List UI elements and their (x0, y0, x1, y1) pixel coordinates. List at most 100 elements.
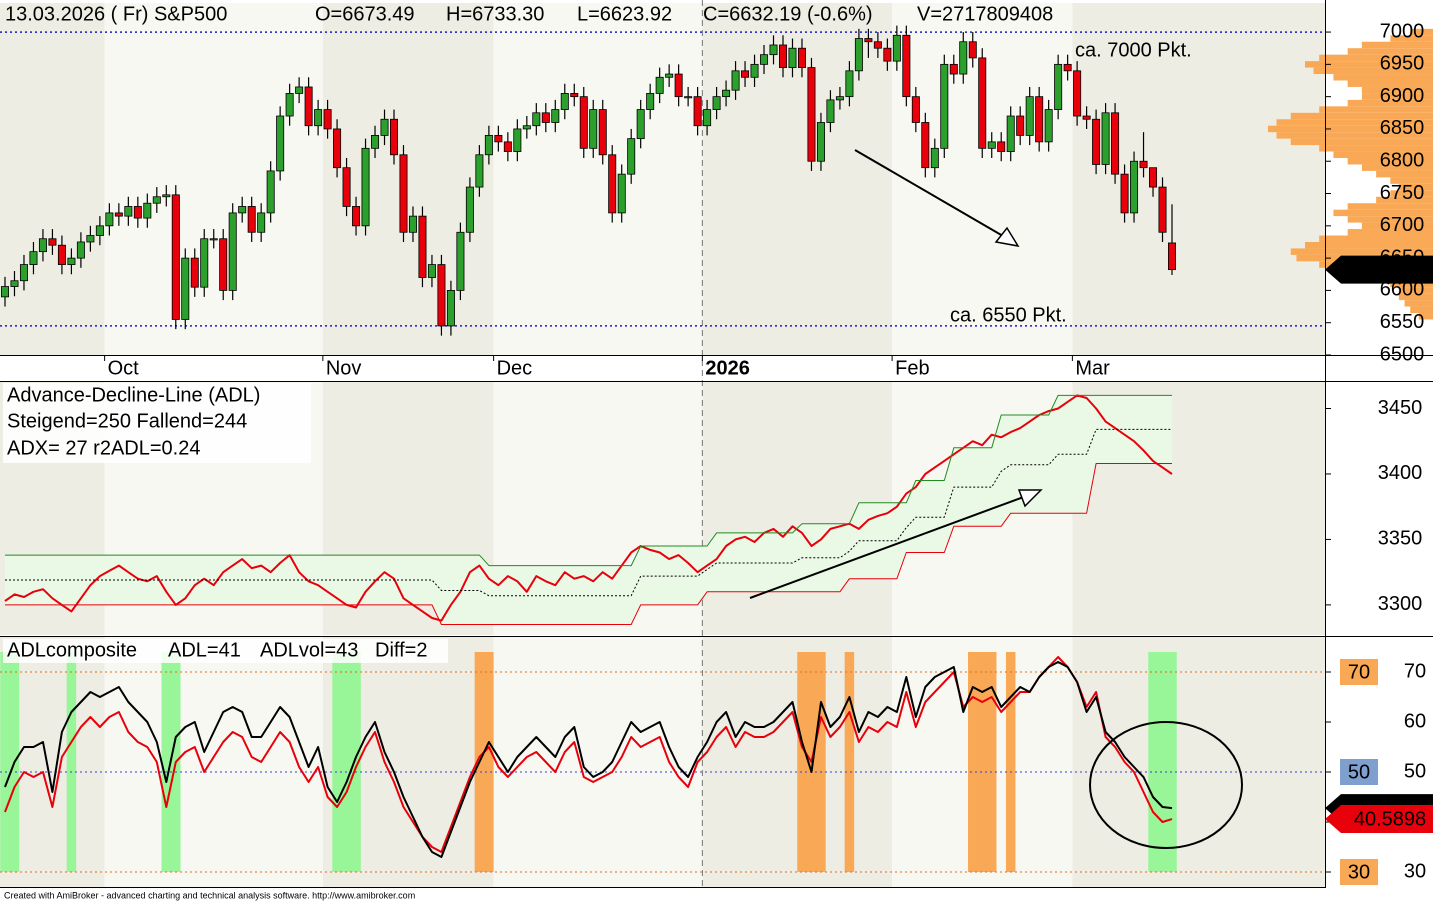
month-shade (322, 3, 494, 355)
candle-body (835, 96, 844, 101)
candle-body (465, 186, 474, 233)
x-tick-label: Nov (326, 357, 362, 379)
series-line (5, 463, 1172, 625)
volume-profile-bar (1347, 48, 1433, 55)
candle-body (1168, 242, 1177, 271)
annotation: ca. 6550 Pkt. (950, 304, 1067, 326)
candle-body (1101, 112, 1110, 165)
volume-profile-bar (1276, 119, 1433, 126)
candle-body (48, 238, 57, 246)
volume-profile-bar (1276, 132, 1433, 139)
month-shade (104, 637, 323, 887)
arrow-head (1017, 489, 1043, 508)
candle-body (1035, 96, 1044, 143)
volume-profile-bar (1347, 229, 1433, 236)
header-high: H=6733.30 (446, 3, 544, 25)
candle-body (1082, 115, 1091, 120)
legend-box (3, 639, 448, 663)
candle-body (883, 47, 892, 62)
candle-body (446, 290, 455, 327)
candle-body (1044, 109, 1053, 143)
candle-body (598, 109, 607, 156)
candle-body (342, 167, 351, 207)
pane-title: ADLcomposite (7, 639, 137, 661)
candle-body (627, 138, 636, 175)
y-tick-label: 30 (1404, 860, 1426, 882)
candle-body (181, 257, 190, 320)
x-tick-label: Dec (497, 357, 533, 379)
pane-annotation: Steigend=250 Fallend=244 (7, 410, 247, 432)
y-tick-label: 6850 (1380, 117, 1425, 139)
labels: 13.03.2026 ( Fr) S&P500 O=6673.49 H=6733… (3, 3, 1192, 900)
candle-body (864, 38, 873, 43)
highlight-ellipse (1089, 721, 1243, 849)
signal-bar (332, 652, 361, 872)
candle-body (1120, 173, 1129, 214)
candle-body (750, 63, 759, 78)
candle-body (522, 125, 531, 130)
x-tick-label: Feb (895, 357, 929, 379)
legend-entry: ADL=41 (168, 639, 241, 661)
volume-profile-bar (1319, 54, 1433, 62)
level-box (1340, 859, 1378, 885)
candle-body (760, 54, 769, 65)
volume-profile-bar (1347, 216, 1433, 223)
signal-bar (66, 652, 77, 872)
candle-body (873, 41, 882, 49)
candle-body (731, 70, 740, 91)
trend-arrow (749, 491, 1038, 599)
signal-bar (474, 652, 494, 872)
candle-body (209, 238, 218, 241)
candle-body (779, 44, 788, 68)
series-line (4, 656, 1173, 853)
legend-entry: ADLvol=43 (260, 639, 358, 661)
candle-body (408, 215, 417, 233)
candle-body (475, 154, 484, 188)
candle-body (949, 63, 958, 75)
candle-body (352, 206, 361, 227)
candle-body (570, 93, 579, 98)
candle-body (816, 122, 825, 162)
volume-profile-bar (1390, 280, 1433, 288)
candle-body (940, 63, 949, 149)
legend-box (3, 383, 311, 463)
candle-body (95, 225, 104, 236)
level-label: 70 (1348, 661, 1370, 683)
signal-bar (1148, 652, 1177, 872)
header-low: L=6623.92 (577, 3, 672, 25)
volume-profile-bar (1398, 183, 1433, 191)
volume-profile-bar (1376, 170, 1433, 178)
candle-body (29, 251, 38, 265)
volume-profile-bar (1313, 67, 1433, 75)
header-volume: V=2717809408 (917, 3, 1053, 25)
candle-body (1016, 115, 1025, 136)
y-tick-label: 6900 (1380, 85, 1425, 107)
y-tick-label: 6550 (1380, 311, 1425, 333)
candle-body (703, 109, 712, 127)
candle-body (674, 73, 683, 98)
candle-body (722, 89, 731, 98)
candle-body (152, 196, 161, 204)
y-tick-label: 6700 (1380, 214, 1425, 236)
candle-body (551, 109, 560, 123)
candle-body (114, 212, 123, 217)
candle-body (560, 93, 569, 110)
candle-body (389, 118, 398, 156)
signal-bar (0, 652, 20, 872)
y-tick-label: 50 (1404, 760, 1426, 782)
volume-profile-bar (1418, 313, 1433, 320)
candle-body (1025, 96, 1034, 136)
y-tick-label: 60 (1404, 710, 1426, 732)
candle-body (76, 241, 85, 259)
candle-body (646, 93, 655, 110)
y-tick-label: 3450 (1378, 397, 1423, 419)
candle-body (665, 73, 674, 78)
candle-body (162, 194, 171, 198)
candle-body (769, 44, 778, 56)
volume-profile-bar (1347, 203, 1433, 210)
volume-profile-bar (1376, 196, 1433, 204)
candle-body (238, 206, 247, 214)
y-tick-label: 3300 (1378, 593, 1423, 615)
volume-profile-bar (1347, 99, 1433, 107)
candle-body (143, 202, 152, 219)
